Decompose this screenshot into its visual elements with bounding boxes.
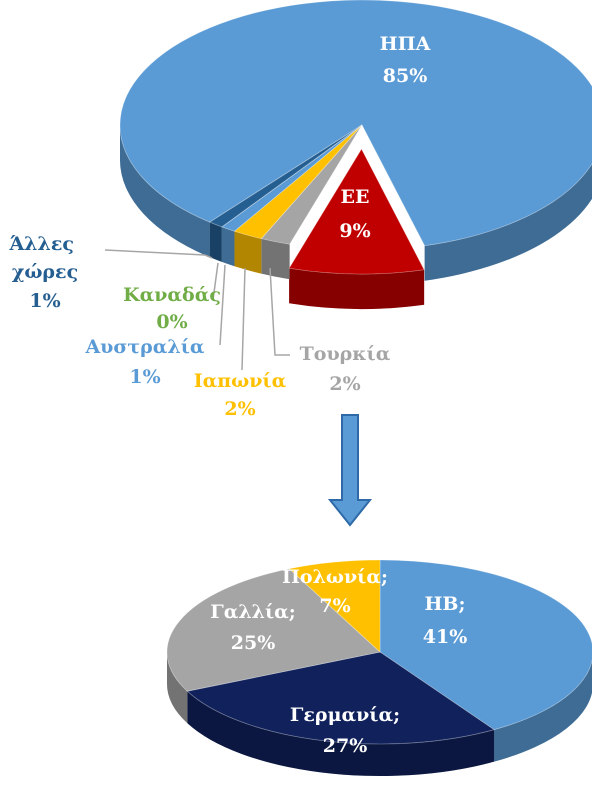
- slice: [288, 148, 425, 275]
- pies: [119, 0, 592, 776]
- category-label: Καναδάς: [123, 284, 221, 306]
- slice-side: [289, 268, 425, 309]
- slice-side: [187, 691, 495, 776]
- leader-line: [104, 249, 213, 259]
- category-label: Άλλες χώρες: [8, 233, 80, 283]
- slice-side: [167, 652, 188, 724]
- slice-side: [221, 226, 235, 267]
- slice: [221, 124, 363, 228]
- slice-side-shade: [209, 222, 222, 262]
- category-label: Γαλλία;: [210, 601, 296, 623]
- value-label: 1%: [129, 366, 160, 388]
- slice: [166, 568, 381, 692]
- value-label: 2%: [329, 373, 360, 395]
- category-label: ΕΕ: [341, 186, 370, 208]
- value-label: 1%: [29, 290, 60, 312]
- value-label: 2%: [224, 398, 255, 420]
- category-label: Αυστραλία: [84, 336, 204, 358]
- value-label: 41%: [423, 626, 468, 648]
- arrow: [327, 414, 373, 527]
- slice: [379, 559, 592, 731]
- slice: [208, 124, 363, 228]
- slice: [186, 651, 496, 745]
- slice-side-shade: [424, 163, 592, 281]
- slice-side: [120, 125, 210, 258]
- value-label: 7%: [319, 595, 350, 617]
- slice-side: [234, 231, 262, 274]
- category-label: ΗΒ;: [424, 593, 465, 615]
- category-label: Τουρκία: [300, 343, 391, 365]
- value-label: 0%: [156, 311, 187, 333]
- value-label: 9%: [339, 220, 370, 242]
- leader-line: [269, 267, 290, 356]
- slice-side: [209, 222, 222, 262]
- slice-side-shade: [167, 652, 188, 724]
- leader-lines: [104, 249, 290, 371]
- slice-side-shade: [494, 660, 592, 762]
- slice-side: [261, 238, 290, 280]
- slice-side-shade: [221, 226, 235, 267]
- slice-side-shade: [261, 238, 290, 280]
- value-label: 25%: [231, 632, 276, 654]
- slice: [260, 124, 363, 245]
- leader-line: [241, 267, 246, 371]
- category-label: ΗΠΑ: [380, 33, 431, 55]
- labels: ΗΠΑ 85% ΕΕ 9% Τουρκία 2% Ιαπωνία 2% Αυστραλία 1% Κ…: [8, 33, 467, 757]
- value-label: 85%: [383, 65, 428, 87]
- slice: [220, 124, 363, 232]
- slice-side-shade: [289, 268, 425, 309]
- leader-line: [212, 262, 219, 301]
- value-label: 27%: [323, 735, 368, 757]
- slice: [119, 0, 592, 247]
- slice: [288, 559, 381, 653]
- category-label: Ιαπωνία: [194, 370, 287, 392]
- slice-side-shade: [187, 691, 495, 776]
- slice-side-shade: [120, 125, 210, 258]
- slice-side: [424, 163, 592, 281]
- slice-side-shade: [234, 231, 262, 274]
- leader-line: [219, 264, 226, 346]
- category-label: Γερμανία;: [290, 704, 400, 726]
- slice: [233, 124, 363, 240]
- category-label: Πολωνία;: [282, 566, 388, 588]
- slice-side: [494, 660, 592, 762]
